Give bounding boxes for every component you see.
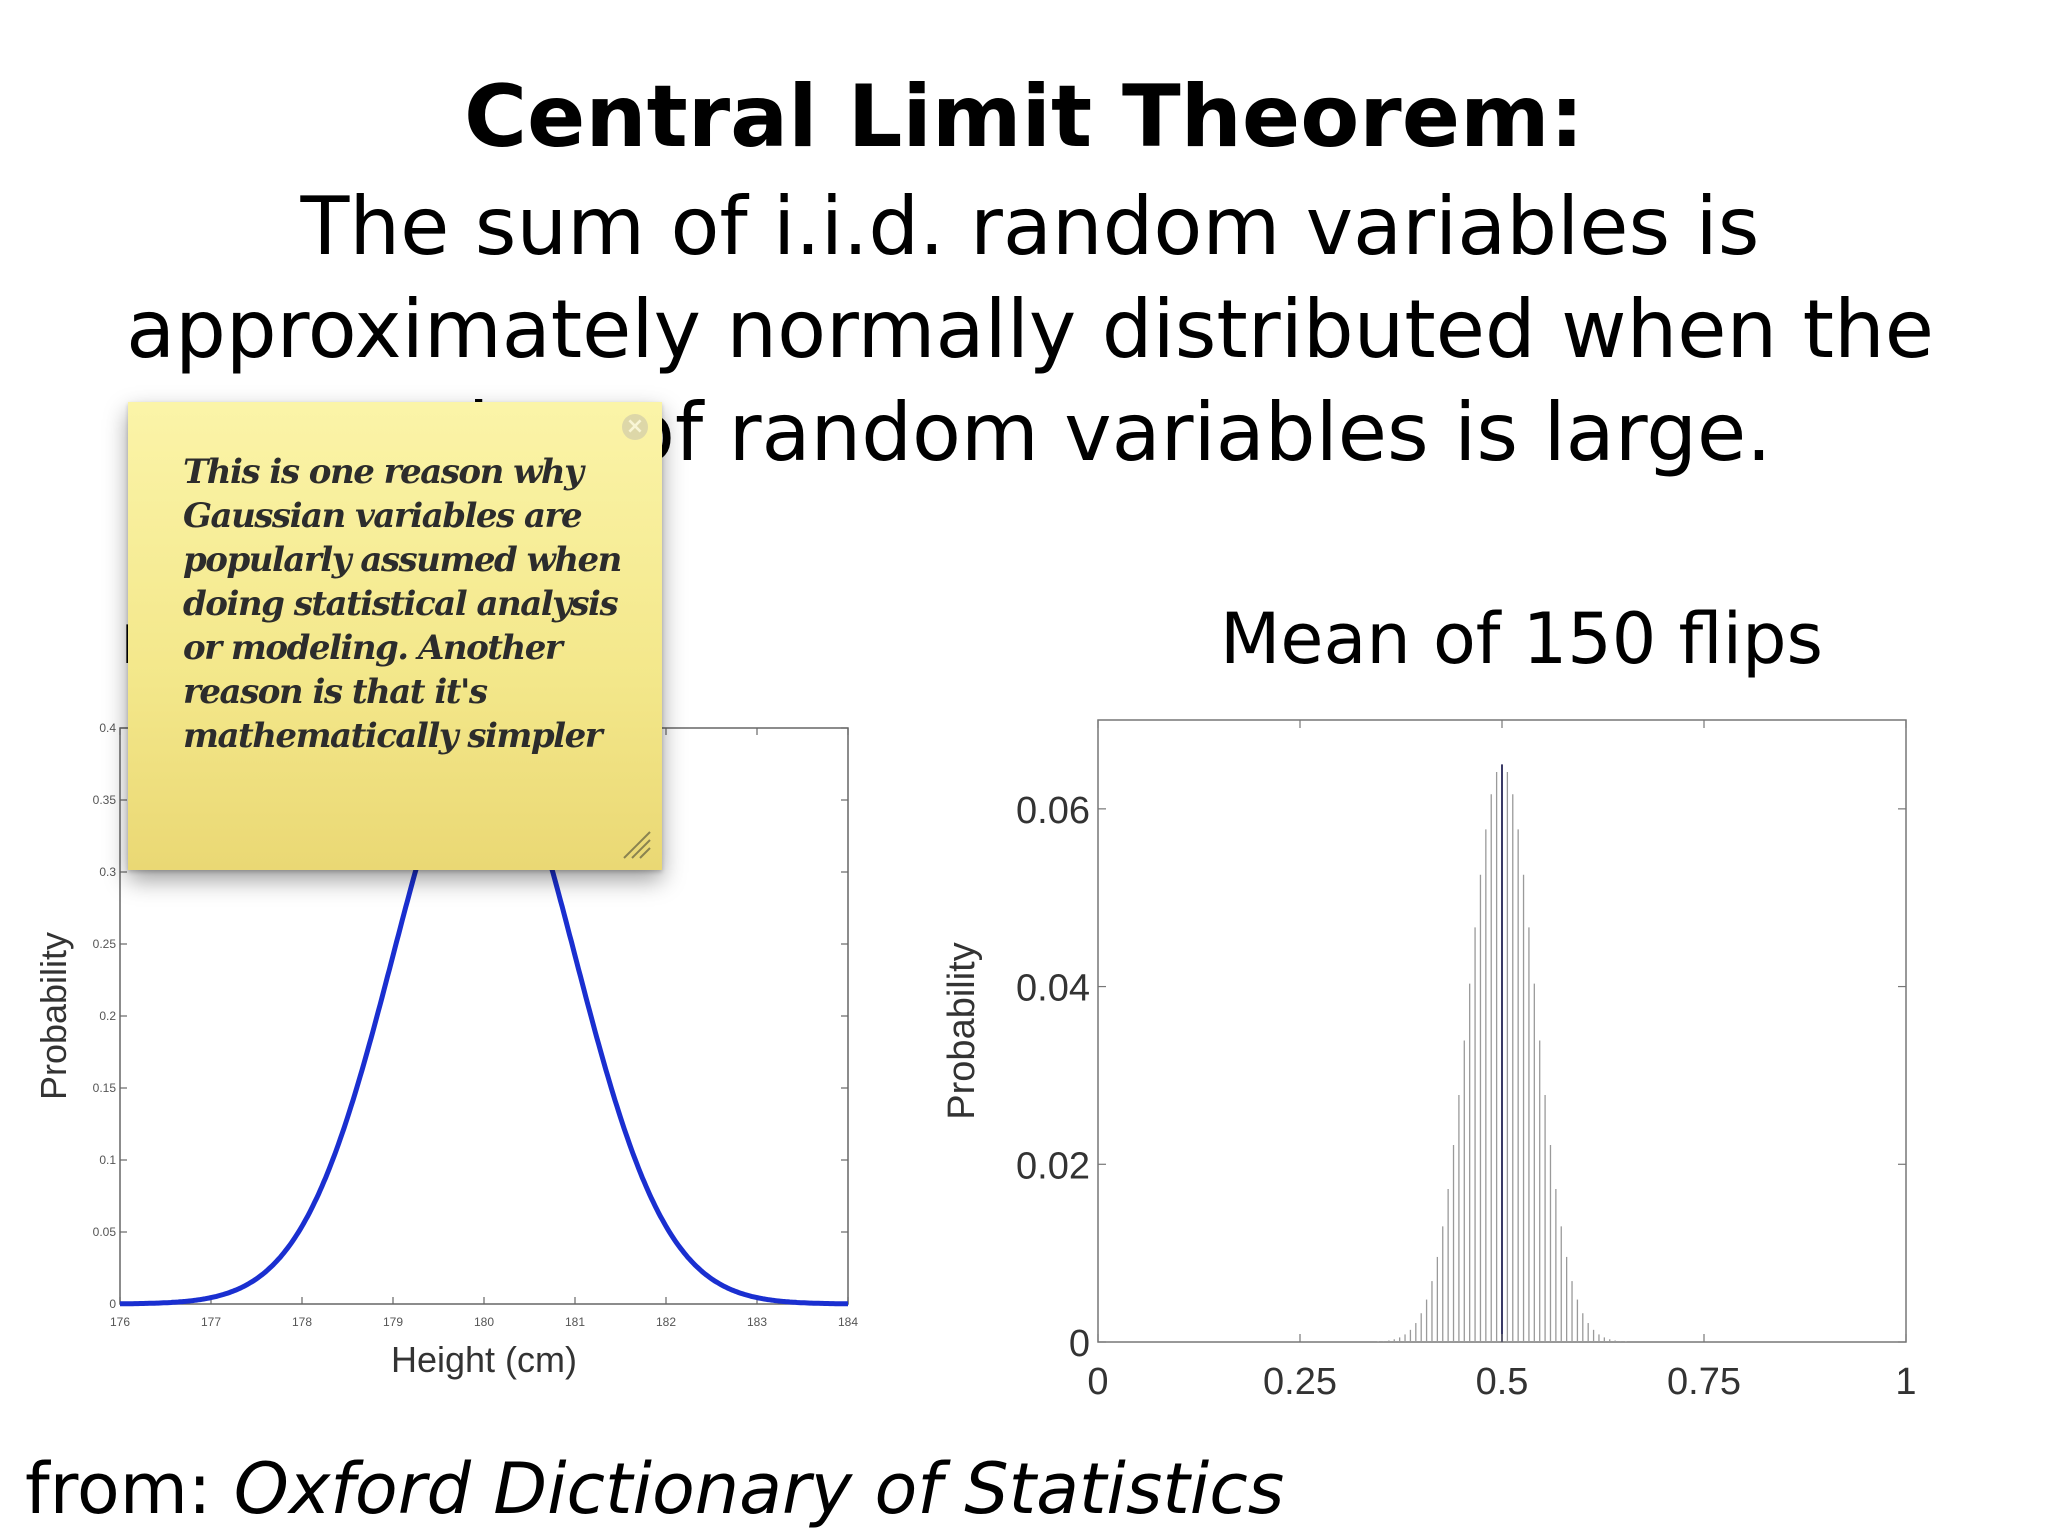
resize-grip-icon[interactable]	[618, 826, 652, 860]
y-tick-label: 0.1	[99, 1153, 116, 1167]
y-tick-label: 0	[109, 1297, 116, 1311]
x-tick-label: 0.75	[1667, 1361, 1741, 1403]
coin-flip-mean-chart: 0 0.25 0.5 0.75 1 0 0.02 0.04 0.06 Probability	[941, 719, 1917, 1403]
x-tick-label: 1	[1895, 1361, 1916, 1403]
y-tick-label: 0.04	[1016, 968, 1090, 1010]
x-tick-label: 182	[656, 1315, 676, 1329]
x-tick-label: 176	[110, 1315, 130, 1329]
y-tick-label: 0.15	[93, 1081, 117, 1095]
slide-body-text: The sum of i.i.d. random variables is ap…	[126, 180, 1934, 479]
x-tick-label: 178	[292, 1315, 312, 1329]
y-tick-label: 0.2	[99, 1009, 116, 1023]
x-tick-label: 181	[565, 1315, 585, 1329]
y-tick-label: 0.02	[1016, 1145, 1090, 1187]
y-tick-label: 0.25	[93, 937, 117, 951]
y-tick-label: 0.3	[99, 865, 116, 879]
x-tick-label: 179	[383, 1315, 403, 1329]
x-tick-label: 177	[201, 1315, 221, 1329]
x-tick-label: 0	[1087, 1361, 1108, 1403]
close-icon[interactable]: ×	[622, 414, 648, 440]
source-prefix: from:	[25, 1448, 234, 1530]
right-chart-title: Mean of 150 flips	[1220, 598, 1823, 680]
x-tick-label: 0.5	[1476, 1361, 1529, 1403]
y-tick-label: 0.35	[93, 793, 117, 807]
source-citation: from: Oxford Dictionary of Statistics	[25, 1448, 1284, 1530]
sticky-note-text: This is one reason why Gaussian variable…	[183, 452, 622, 756]
sticky-note[interactable]: × This is one reason why Gaussian variab…	[128, 402, 662, 870]
x-tick-label: 183	[747, 1315, 767, 1329]
x-tick-label: 184	[838, 1315, 858, 1329]
y-tick-label: 0.05	[93, 1225, 117, 1239]
x-tick-label: 0.25	[1263, 1361, 1337, 1403]
slide-title: Central Limit Theorem:	[463, 67, 1585, 167]
source-title: Oxford Dictionary of Statistics	[233, 1448, 1285, 1530]
y-tick-label: 0	[1069, 1323, 1090, 1365]
x-axis-label: Height (cm)	[391, 1339, 577, 1380]
y-axis-label: Probability	[941, 942, 983, 1119]
y-tick-label: 0.06	[1016, 790, 1090, 832]
y-axis-label: Probability	[33, 932, 74, 1100]
y-tick-label: 0.4	[99, 721, 116, 735]
x-tick-label: 180	[474, 1315, 494, 1329]
